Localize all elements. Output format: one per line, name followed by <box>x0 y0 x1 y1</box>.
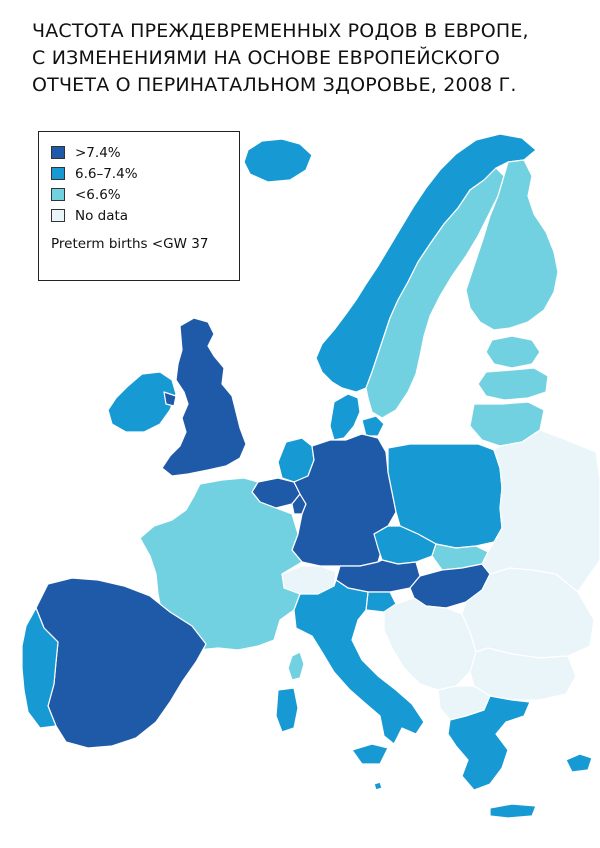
title-line-1: ЧАСТОТА ПРЕЖДЕВРЕМЕННЫХ РОДОВ В ЕВРОПЕ, <box>32 20 529 42</box>
region-sweden <box>365 167 505 419</box>
region-italy <box>293 579 425 745</box>
region-estonia <box>485 335 541 369</box>
region-cyprus <box>565 753 593 773</box>
region-greece <box>447 695 531 791</box>
region-sicily <box>351 743 389 765</box>
region-latvia <box>477 367 549 401</box>
region-sardinia <box>275 687 299 733</box>
legend-item: 6.6–7.4% <box>51 163 239 184</box>
region-france <box>139 477 303 651</box>
legend-swatch <box>51 188 65 201</box>
region-corsica <box>287 651 305 681</box>
region-portugal <box>21 607 59 729</box>
legend-item: >7.4% <box>51 142 239 163</box>
region-denmark <box>329 393 385 441</box>
region-east-no-data <box>481 429 600 593</box>
region-malta <box>373 781 383 791</box>
legend-note: Preterm births <GW 37 <box>51 236 209 252</box>
legend-label: No data <box>75 207 129 224</box>
legend-label: >7.4% <box>75 144 121 161</box>
region-ireland <box>107 371 177 433</box>
legend-item: No data <box>51 205 239 226</box>
region-crete <box>489 803 537 819</box>
title-line-3: ОТЧЕТА О ПЕРИНАТАЛЬНОМ ЗДОРОВЬЕ, 2008 Г. <box>32 74 517 96</box>
legend-swatch <box>51 146 65 159</box>
region-finland <box>465 159 559 331</box>
legend-label: 6.6–7.4% <box>75 165 138 182</box>
region-iceland <box>243 138 313 183</box>
legend-swatch <box>51 209 65 222</box>
region-united-kingdom <box>161 317 247 477</box>
map-title: ЧАСТОТА ПРЕЖДЕВРЕМЕННЫХ РОДОВ В ЕВРОПЕ, … <box>32 18 592 99</box>
legend-item: <6.6% <box>51 184 239 205</box>
legend: >7.4% 6.6–7.4% <6.6% No data Preterm bir… <box>38 131 240 281</box>
legend-label: <6.6% <box>75 186 121 203</box>
title-line-2: С ИЗМЕНЕНИЯМИ НА ОСНОВЕ ЕВРОПЕЙСКОГО <box>32 47 501 69</box>
legend-swatch <box>51 167 65 180</box>
